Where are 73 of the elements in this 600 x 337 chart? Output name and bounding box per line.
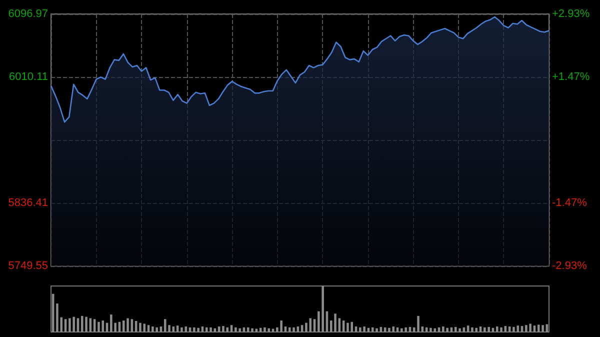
bar bbox=[454, 326, 457, 332]
bar bbox=[156, 327, 158, 332]
bar bbox=[56, 303, 58, 332]
bar bbox=[80, 316, 84, 332]
bar bbox=[292, 327, 295, 332]
y-tick-label: 6010.11 bbox=[9, 71, 48, 84]
bar bbox=[222, 326, 224, 332]
bar bbox=[525, 325, 528, 332]
bar bbox=[139, 322, 142, 332]
bar bbox=[471, 327, 474, 332]
y-tick-label: 5749.55 bbox=[8, 260, 48, 272]
y2-tick-label: -2.93% bbox=[552, 260, 588, 272]
bar bbox=[193, 327, 196, 332]
bar bbox=[110, 314, 112, 332]
bar bbox=[280, 320, 282, 332]
bar bbox=[246, 327, 250, 332]
bar bbox=[542, 325, 544, 332]
bar bbox=[516, 326, 520, 332]
bar bbox=[251, 328, 254, 332]
bar bbox=[98, 322, 100, 332]
bar bbox=[417, 316, 420, 332]
bar bbox=[404, 327, 407, 332]
bar bbox=[102, 320, 104, 332]
bar bbox=[210, 327, 212, 332]
bar bbox=[400, 328, 403, 332]
bar bbox=[363, 326, 366, 332]
bar bbox=[68, 318, 71, 332]
bar bbox=[72, 316, 75, 332]
bar bbox=[143, 324, 146, 332]
bar bbox=[264, 327, 266, 332]
bar bbox=[475, 328, 478, 332]
y-tick-label: 5836.41 bbox=[8, 196, 48, 209]
bar bbox=[500, 327, 502, 332]
bar bbox=[180, 327, 183, 332]
bar bbox=[488, 326, 490, 332]
bar bbox=[430, 328, 432, 332]
bar bbox=[234, 327, 237, 332]
y2-tick-label: +1.47% bbox=[552, 70, 590, 83]
y2-tick-label: -1.47% bbox=[552, 197, 588, 210]
bar bbox=[164, 319, 166, 332]
bar bbox=[442, 326, 444, 332]
bar bbox=[346, 322, 349, 332]
bar bbox=[546, 324, 548, 332]
bar bbox=[122, 320, 125, 332]
bar bbox=[350, 322, 354, 332]
bar bbox=[359, 327, 362, 332]
bar bbox=[496, 326, 498, 332]
bar bbox=[334, 314, 336, 332]
bar bbox=[392, 326, 395, 332]
bar bbox=[226, 327, 229, 332]
bar bbox=[371, 327, 374, 332]
bar bbox=[484, 327, 486, 332]
bar bbox=[85, 316, 88, 332]
bar bbox=[446, 328, 448, 332]
bar bbox=[238, 328, 241, 332]
bar bbox=[197, 328, 200, 332]
bar bbox=[184, 326, 188, 332]
bar bbox=[309, 318, 312, 332]
bar bbox=[288, 327, 291, 332]
bar bbox=[376, 328, 378, 332]
y2-tick-label: +2.93% bbox=[552, 8, 590, 20]
bar bbox=[529, 324, 532, 332]
bar bbox=[268, 328, 270, 332]
bar bbox=[126, 318, 129, 332]
bar bbox=[388, 328, 390, 332]
bar bbox=[322, 286, 324, 332]
bar bbox=[512, 326, 515, 332]
bar bbox=[458, 328, 461, 332]
bar bbox=[434, 328, 436, 332]
bar bbox=[205, 327, 208, 332]
bar bbox=[537, 324, 540, 332]
y-tick-label: 6096.97 bbox=[8, 8, 48, 20]
bar bbox=[152, 326, 154, 332]
